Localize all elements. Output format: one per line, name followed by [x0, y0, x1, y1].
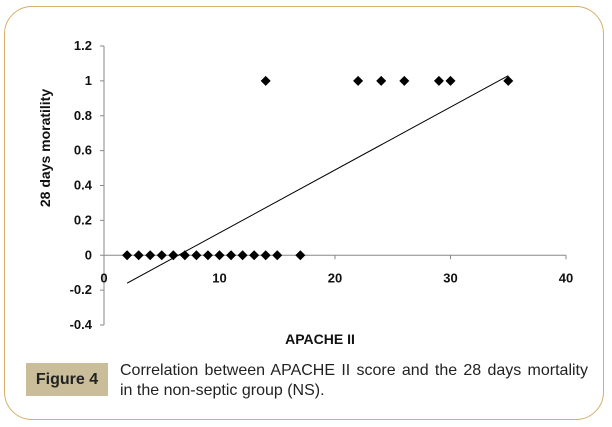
y-tick-label: 1.2	[74, 38, 92, 53]
y-tick-label: -0.2	[70, 282, 92, 297]
data-point	[202, 250, 213, 261]
data-point	[260, 250, 271, 261]
data-point	[145, 250, 156, 261]
data-point	[295, 250, 306, 261]
data-point	[237, 250, 248, 261]
y-tick-label: 0.2	[74, 212, 92, 227]
y-tick-label: 0	[85, 247, 92, 262]
data-point	[226, 250, 237, 261]
data-point	[272, 250, 283, 261]
y-tick-label: 0.6	[74, 143, 92, 158]
data-point	[214, 250, 225, 261]
data-point	[179, 250, 190, 261]
data-point	[433, 75, 444, 86]
data-point	[156, 250, 167, 261]
y-tick-label: 0.8	[74, 108, 92, 123]
y-axis-title: 28 days moratility	[37, 89, 53, 207]
data-point	[168, 250, 179, 261]
x-tick-label: 10	[212, 270, 226, 285]
data-point	[191, 250, 202, 261]
trendline	[126, 75, 509, 284]
x-axis-title: APACHE II	[285, 331, 355, 347]
x-tick-label: 30	[443, 270, 457, 285]
y-tick-label: 1	[85, 73, 92, 88]
data-point	[376, 75, 387, 86]
figure-caption: Correlation between APACHE II score and …	[120, 362, 588, 399]
data-point	[249, 250, 260, 261]
data-point	[445, 75, 456, 86]
data-point	[260, 75, 271, 86]
x-tick-label: 0	[100, 270, 107, 285]
data-point	[503, 75, 514, 86]
x-tick-label: 20	[328, 270, 342, 285]
data-point	[133, 250, 144, 261]
y-tick-label: -0.4	[70, 317, 93, 332]
ticks: -0.4 -0.2 0 0.2 0.4 0.6 0.8 1 1.2 0 10 20 30 40	[70, 38, 574, 332]
data-point	[353, 75, 364, 86]
data-points	[122, 75, 514, 261]
y-tick-label: 0.4	[74, 178, 93, 193]
figure-label: Figure 4	[26, 363, 108, 396]
data-point	[399, 75, 410, 86]
x-tick-label: 40	[559, 270, 573, 285]
data-point	[122, 250, 133, 261]
